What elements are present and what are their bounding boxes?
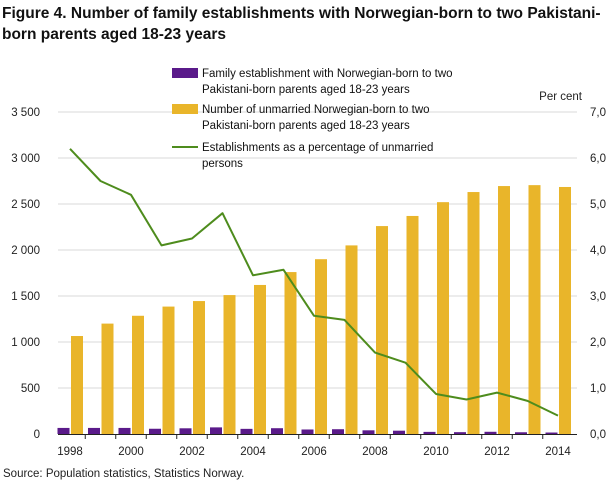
- y-left-tick-label: 1 000: [11, 337, 40, 349]
- bar-unmarried: [101, 323, 114, 434]
- bar-establishments: [484, 431, 497, 434]
- bar-unmarried: [223, 295, 236, 434]
- legend-label: Number of unmarried Norwegian-born to tw…: [202, 104, 430, 132]
- bar-establishments: [545, 432, 558, 434]
- chart-title: Figure 4. Number of family establishment…: [2, 5, 601, 43]
- bar-establishments: [118, 427, 131, 434]
- legend-swatch-establishments: [172, 68, 198, 78]
- legend-label-line: Pakistani-born parents aged 18-23 years: [202, 120, 410, 132]
- bar-establishments: [393, 430, 405, 434]
- y-left-tick-label: 500: [21, 383, 40, 395]
- bar-unmarried: [315, 259, 327, 434]
- tick-labels: 0 500 1 000 1 500 2 000 2 500 3 000 3 500 0,0 1,0…: [11, 107, 606, 458]
- x-tick-label: 2002: [179, 446, 205, 458]
- y-left-tick-label: 2 000: [11, 245, 40, 257]
- x-tick-label: 2012: [484, 446, 510, 458]
- bar-unmarried: [498, 186, 510, 434]
- bar-unmarried: [528, 185, 541, 434]
- percentage-line: [69, 148, 559, 417]
- y-right-tick-label: 7,0: [590, 107, 606, 119]
- bar-unmarried: [467, 192, 480, 434]
- legend-label-line: Number of unmarried Norwegian-born to tw…: [202, 104, 430, 116]
- y-right-tick-label: 4,0: [590, 245, 606, 257]
- y-right-tick-label: 5,0: [590, 199, 606, 211]
- legend-label-line: Pakistani-born parents aged 18-23 years: [202, 84, 410, 96]
- legend-swatch-unmarried: [172, 104, 198, 114]
- legend-label-line: Establishments as a percentage of unmarr…: [202, 142, 433, 154]
- y-right-tick-label: 1,0: [590, 383, 606, 395]
- bar-establishments: [149, 428, 161, 434]
- x-tick-label: 2004: [240, 446, 266, 458]
- x-tick-label: 2014: [545, 446, 571, 458]
- bar-unmarried: [284, 272, 297, 434]
- y-right-tick-label: 2,0: [590, 337, 606, 349]
- y-left-tick-label: 1 500: [11, 291, 40, 303]
- y-right-tick-label: 6,0: [590, 153, 606, 165]
- legend-label: Establishments as a percentage of unmarr…: [202, 142, 433, 170]
- bar-establishments: [179, 428, 192, 434]
- x-tick-label: 2010: [423, 446, 449, 458]
- right-axis-label: Per cent: [539, 91, 583, 103]
- gridlines: [58, 111, 577, 389]
- bar-establishments: [423, 431, 436, 434]
- source-note: Source: Population statistics, Statistic…: [3, 468, 245, 480]
- bar-unmarried: [71, 336, 83, 434]
- bar-establishments: [454, 432, 466, 434]
- y-left-tick-label: 3 500: [11, 107, 40, 119]
- legend: Family establishment with Norwegian-born…: [172, 68, 453, 170]
- y-left-tick-label: 3 000: [11, 153, 40, 165]
- x-tick-label: 2006: [301, 446, 327, 458]
- y-left-tick-label: 2 500: [11, 199, 40, 211]
- bar-unmarried: [254, 284, 266, 434]
- legend-label: Family establishment with Norwegian-born…: [202, 68, 453, 96]
- y-left-tick-label: 0: [34, 429, 40, 441]
- bar-unmarried: [193, 301, 205, 434]
- bar-establishments: [332, 429, 344, 434]
- bar-establishments: [57, 427, 70, 434]
- y-right-tick-label: 0,0: [590, 429, 606, 441]
- bar-unmarried: [162, 306, 175, 434]
- bar-establishments: [240, 428, 253, 434]
- bars: [57, 185, 571, 434]
- bar-establishments: [88, 427, 100, 434]
- x-tick-label: 2000: [118, 446, 144, 458]
- bar-unmarried: [437, 202, 449, 434]
- x-tick-label: 2008: [362, 446, 388, 458]
- bar-establishments: [515, 432, 527, 434]
- legend-label-line: Family establishment with Norwegian-born…: [202, 68, 453, 80]
- bar-establishments: [271, 428, 283, 434]
- y-right-tick-label: 3,0: [590, 291, 606, 303]
- bar-unmarried: [376, 226, 388, 434]
- bar-establishments: [210, 427, 222, 434]
- x-tick-label: 1998: [57, 446, 83, 458]
- bar-establishments: [301, 429, 314, 434]
- axes: [58, 434, 577, 439]
- bar-unmarried: [406, 215, 419, 434]
- bar-unmarried: [345, 245, 358, 434]
- bar-unmarried: [132, 315, 144, 434]
- bar-unmarried: [559, 186, 571, 434]
- bar-establishments: [362, 430, 375, 434]
- percentage-line-path: [69, 148, 559, 417]
- legend-label-line: persons: [202, 158, 243, 170]
